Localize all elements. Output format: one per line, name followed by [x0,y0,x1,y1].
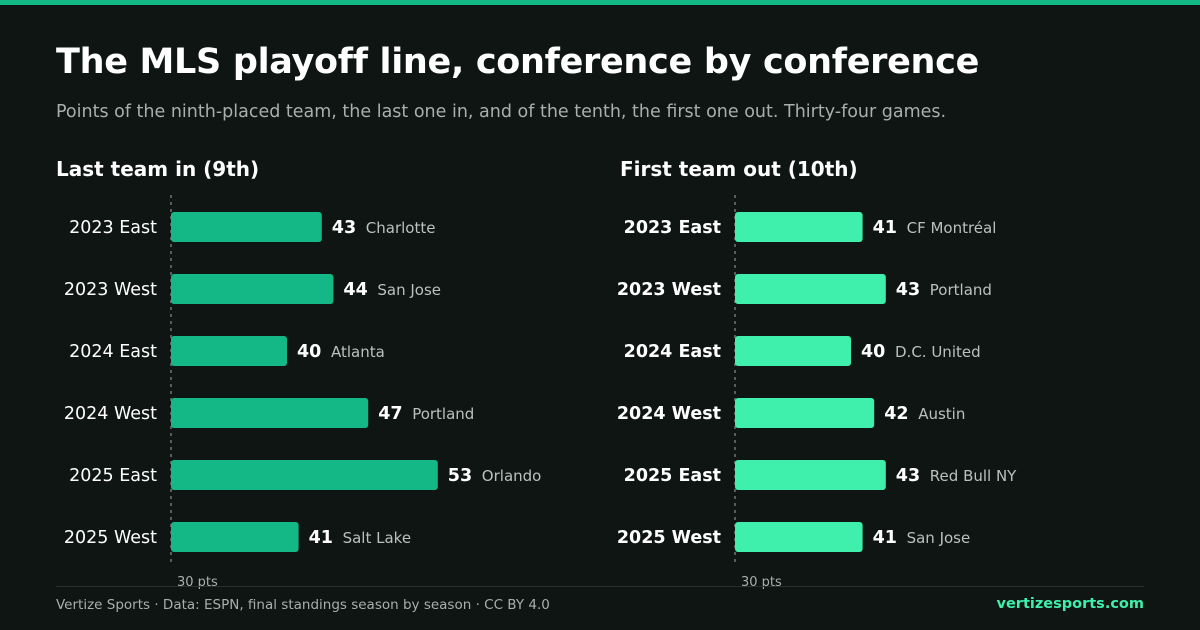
top-accent-bar [0,0,1200,5]
first-out-bar [735,212,863,242]
page-title: The MLS playoff line, conference by conf… [56,42,980,82]
last-in-bar [171,212,322,242]
first-out-category-label: 2025 East [624,466,721,486]
last-team-in-chart: 30 pts 2023 East 43 Charlotte 2023 West 44 San… [64,195,542,590]
last-in-team-label: Orlando [482,467,542,485]
last-in-category-label: 2024 East [69,342,157,362]
right-panel-title: First team out (10th) [620,157,858,181]
first-out-category-label: 2025 West [617,528,721,548]
first-team-out-chart: 30 pts 2023 East 41 CF Montréal 2023 West 43 P… [617,195,1017,590]
page-subtitle: Points of the ninth-placed team, the las… [56,102,947,122]
last-in-value-label: 43 [332,218,356,238]
last-in-baseline-label: 30 pts [177,575,218,590]
last-in-bar [171,274,334,304]
first-out-value-label: 40 [861,342,885,362]
first-out-team-label: CF Montréal [907,219,997,237]
footer-source: Vertize Sports · Data: ESPN, final stand… [56,597,550,613]
first-out-baseline-label: 30 pts [741,575,782,590]
first-out-bar [735,336,851,366]
first-out-team-label: Austin [918,405,965,423]
footer-site-link[interactable]: vertizesports.com [996,596,1144,612]
last-in-category-label: 2023 West [64,280,157,300]
last-in-value-label: 53 [448,466,472,486]
first-out-bar [735,522,863,552]
first-out-value-label: 41 [873,218,897,238]
first-out-team-label: Red Bull NY [930,467,1017,485]
first-out-category-label: 2023 West [617,280,721,300]
last-in-value-label: 40 [297,342,321,362]
first-out-value-label: 41 [873,528,897,548]
first-out-category-label: 2023 East [624,218,721,238]
last-in-value-label: 44 [343,280,367,300]
first-out-bar [735,460,886,490]
first-out-category-label: 2024 East [624,342,721,362]
first-out-team-label: San Jose [907,529,971,547]
first-out-bar [735,274,886,304]
last-in-bar [171,398,369,428]
last-in-bar [171,522,299,552]
last-in-team-label: Charlotte [366,219,436,237]
first-out-value-label: 43 [896,466,920,486]
first-out-bar [735,398,875,428]
first-out-team-label: Portland [930,281,992,299]
last-in-team-label: San Jose [377,281,441,299]
last-in-category-label: 2025 West [64,528,157,548]
last-in-bar [171,336,287,366]
first-out-value-label: 42 [884,404,908,424]
first-out-value-label: 43 [896,280,920,300]
last-in-category-label: 2025 East [69,466,157,486]
first-out-team-label: D.C. United [895,343,981,361]
footer-divider [56,586,1144,587]
first-out-category-label: 2024 West [617,404,721,424]
last-in-value-label: 47 [378,404,402,424]
last-in-category-label: 2023 East [69,218,157,238]
last-in-category-label: 2024 West [64,404,157,424]
last-in-value-label: 41 [309,528,333,548]
last-in-team-label: Atlanta [331,343,385,361]
last-in-bar [171,460,438,490]
left-panel-title: Last team in (9th) [56,157,260,181]
last-in-team-label: Salt Lake [343,529,411,547]
last-in-team-label: Portland [412,405,474,423]
